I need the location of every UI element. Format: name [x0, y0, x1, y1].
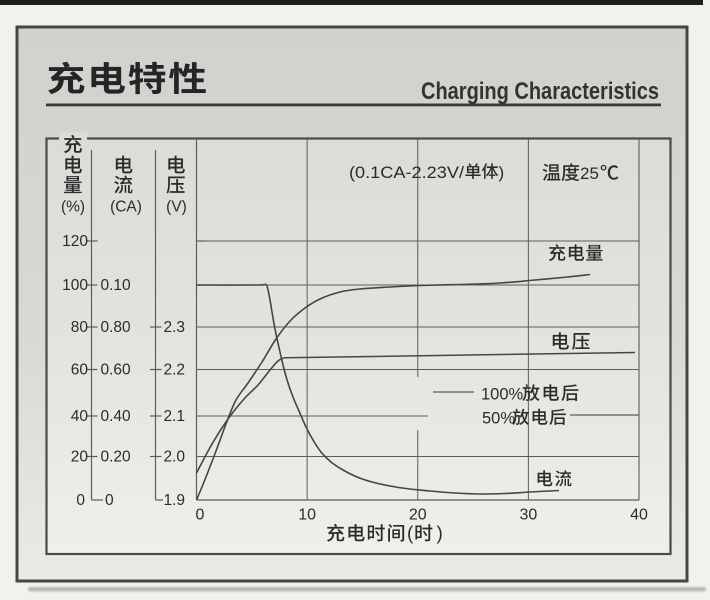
svg-text:60: 60	[71, 362, 89, 379]
svg-text:(0.1CA-2.23V/: (0.1CA-2.23V/	[349, 163, 464, 182]
svg-text:50%: 50%	[482, 410, 515, 428]
svg-text:2.3: 2.3	[164, 319, 186, 336]
svg-text:20: 20	[71, 449, 89, 466]
svg-text:0.80: 0.80	[101, 319, 132, 336]
svg-text:0.60: 0.60	[101, 362, 132, 379]
svg-text:0.40: 0.40	[101, 408, 132, 425]
svg-text:): )	[437, 524, 443, 545]
svg-text:2.0: 2.0	[164, 449, 186, 466]
svg-text:Charging Characteristics: Charging Characteristics	[421, 78, 659, 105]
svg-text:120: 120	[62, 233, 88, 250]
svg-text:30: 30	[519, 507, 537, 524]
svg-text:(CA): (CA)	[110, 199, 142, 216]
svg-text:100%: 100%	[481, 386, 524, 404]
svg-text:0: 0	[76, 492, 85, 509]
svg-text:25: 25	[580, 164, 599, 183]
svg-text:40: 40	[630, 507, 648, 524]
svg-text:2.1: 2.1	[164, 408, 186, 425]
svg-text:40: 40	[71, 408, 89, 425]
svg-text:2.2: 2.2	[164, 362, 186, 379]
svg-text:0.20: 0.20	[101, 449, 132, 466]
svg-text:(%): (%)	[61, 199, 85, 216]
svg-text:0: 0	[105, 492, 114, 509]
svg-text:1.9: 1.9	[164, 492, 186, 509]
svg-text:0.10: 0.10	[101, 277, 132, 294]
svg-text:0: 0	[196, 507, 205, 524]
svg-text:10: 10	[298, 507, 316, 524]
svg-text:): )	[499, 163, 505, 182]
svg-text:80: 80	[71, 319, 89, 336]
svg-text:(: (	[407, 524, 414, 545]
svg-text:100: 100	[62, 277, 88, 294]
svg-text:20: 20	[409, 507, 427, 524]
svg-text:(V): (V)	[166, 199, 187, 216]
